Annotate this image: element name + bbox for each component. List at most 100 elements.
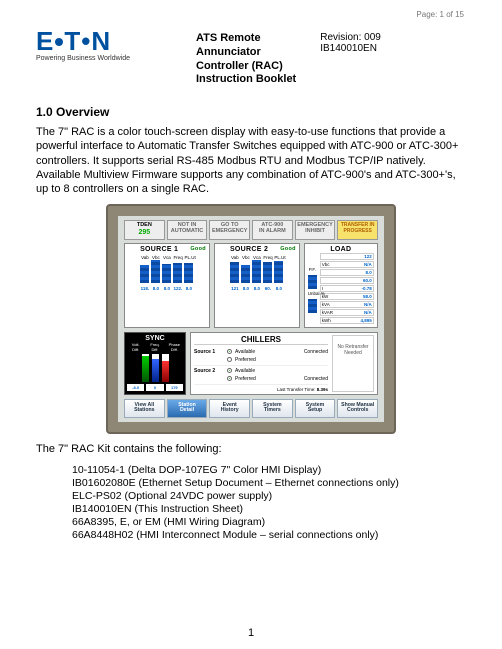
phasor-bar bbox=[274, 261, 283, 282]
phasor-col: Vbc8.0 bbox=[151, 255, 160, 283]
phasor-col: PL.Ut8.0 bbox=[274, 255, 283, 283]
phasor-bar bbox=[184, 263, 193, 283]
logo-post: T•N bbox=[64, 26, 111, 56]
hmi-top-buttons: TDEN 295 NOT INAUTOMATIC GO TOEMERGENCY … bbox=[124, 220, 378, 239]
load-stat-row: I-0.78 bbox=[320, 285, 374, 292]
load-bar bbox=[308, 275, 317, 288]
sync-bar bbox=[152, 354, 159, 382]
load-bar-label: Unbal.% bbox=[308, 291, 317, 296]
source-panels-row: SOURCE 1Good Vab118.Vbc8.0Vca8.0Freq122.… bbox=[124, 243, 378, 328]
source2-panel: SOURCE 2Good Vab121Vbc8.0Vca8.0Freq60.PL… bbox=[214, 243, 300, 328]
load-panel: LOAD P.F.Unbal.% 122VbcN/A8.060.0I-0.78k… bbox=[304, 243, 378, 328]
hmi-nav-button[interactable]: SystemTimers bbox=[252, 399, 293, 418]
source2-title: SOURCE 2 bbox=[230, 246, 268, 253]
sync-bar-fill bbox=[142, 356, 149, 381]
sync-col-labels: Volt.Diff.Freq.Diff.PhaseDiff. bbox=[127, 342, 183, 352]
sync-panel: SYNC Volt.Diff.Freq.Diff.PhaseDiff. -8.0… bbox=[124, 332, 186, 395]
chillers-panel: CHILLERS Source 1AvailableConnectedPrefe… bbox=[190, 332, 378, 395]
sync-value: -8.0 bbox=[127, 384, 144, 391]
hmi-nav-button[interactable]: StationDetail bbox=[167, 399, 208, 418]
logo-dot-icon bbox=[55, 38, 63, 46]
kit-list: 10-11054-1 (Delta DOP-107EG 7" Color HMI… bbox=[72, 464, 466, 541]
phasor-value: 8.0 bbox=[272, 286, 285, 291]
hmi-nav-button[interactable]: EventHistory bbox=[209, 399, 250, 418]
doc-title: ATS Remote Annunciator Controller (RAC) … bbox=[196, 32, 296, 87]
load-stat-row: 122 bbox=[320, 253, 374, 260]
not-automatic-button[interactable]: NOT INAUTOMATIC bbox=[167, 220, 208, 239]
doc-number: IB140010EN bbox=[320, 43, 377, 54]
logo-pre: E bbox=[36, 26, 54, 56]
kit-list-item: ELC-PS02 (Optional 24VDC power supply) bbox=[72, 490, 466, 502]
phasor-bar bbox=[263, 262, 272, 282]
load-stats: 122VbcN/A8.060.0I-0.78kW58.0kVAN/AkVARN/… bbox=[320, 253, 374, 325]
hmi-frame: TDEN 295 NOT INAUTOMATIC GO TOEMERGENCY … bbox=[106, 204, 396, 434]
kit-list-item: 66A8395, E, or EM (HMI Wiring Diagram) bbox=[72, 516, 466, 528]
sync-bars bbox=[127, 354, 183, 382]
hmi-nav-button[interactable]: Show ManualControls bbox=[337, 399, 378, 418]
phasor-bar bbox=[230, 262, 239, 282]
load-bars: P.F. Unbal.% bbox=[308, 255, 317, 325]
sync-value: 0 bbox=[146, 384, 163, 391]
phasor-col: Vca8.0 bbox=[252, 255, 261, 283]
doc-title-l4: Instruction Booklet bbox=[196, 73, 296, 85]
tden-label: TDEN bbox=[137, 222, 152, 228]
phasor-label: Vab bbox=[140, 255, 149, 260]
tden-button[interactable]: TDEN 295 bbox=[124, 220, 165, 239]
kit-list-item: 66A8448H02 (HMI Interconnect Module – se… bbox=[72, 529, 466, 541]
load-bar-label: P.F. bbox=[308, 267, 317, 272]
page-tag: Page: 1 of 15 bbox=[416, 10, 464, 19]
load-bar-col: P.F. bbox=[308, 267, 317, 289]
kit-list-item: 10-11054-1 (Delta DOP-107EG 7" Color HMI… bbox=[72, 464, 466, 476]
tden-value: 295 bbox=[126, 229, 163, 236]
phasor-col: Freq60. bbox=[263, 255, 272, 283]
phasor-col: Vab121 bbox=[230, 255, 239, 283]
sync-value: 179 bbox=[166, 384, 183, 391]
last-transfer: Last Transfer Time: 8.39s bbox=[194, 387, 328, 392]
chillers-rows: Source 1AvailableConnectedPreferredSourc… bbox=[194, 347, 328, 385]
header: ET•N Powering Business Worldwide ATS Rem… bbox=[36, 30, 466, 87]
phasor-bar bbox=[241, 265, 250, 283]
hmi-nav-button[interactable]: View AllStations bbox=[124, 399, 165, 418]
overview-paragraph: The 7" RAC is a color touch-screen displ… bbox=[36, 125, 466, 196]
phasor-label: Vbc bbox=[151, 255, 160, 260]
sync-bar bbox=[142, 354, 149, 382]
phasor-label: Vca bbox=[162, 255, 171, 260]
source1-bars: Vab118.Vbc8.0Vca8.0Freq122.PL.Ut8.0 bbox=[128, 255, 206, 283]
revision-label: Revision: 009 bbox=[320, 32, 381, 43]
sync-bar-fill bbox=[152, 359, 159, 382]
phasor-label: Vbc bbox=[241, 255, 250, 260]
phasor-bar bbox=[151, 260, 160, 282]
hmi-screen: TDEN 295 NOT INAUTOMATIC GO TOEMERGENCY … bbox=[118, 216, 384, 422]
hmi-nav-button[interactable]: SystemSetup bbox=[295, 399, 336, 418]
footer-page-number: 1 bbox=[0, 627, 502, 639]
source2-status: Good bbox=[280, 246, 296, 252]
eaton-logo: ET•N bbox=[36, 30, 196, 53]
chiller-source-row: Source 2AvailablePreferredConnected bbox=[194, 366, 328, 385]
eaton-tagline: Powering Business Worldwide bbox=[36, 55, 196, 62]
sync-values-row: -8.00179 bbox=[127, 384, 183, 391]
load-stat-row: kW58.0 bbox=[320, 293, 374, 300]
phasor-label: Freq bbox=[263, 255, 272, 260]
doc-title-l2: Annunciator bbox=[196, 46, 261, 58]
alarm-button[interactable]: ATC-900IN ALARM bbox=[252, 220, 293, 239]
source2-bars: Vab121Vbc8.0Vca8.0Freq60.PL.Ut8.0 bbox=[218, 255, 296, 283]
phasor-label: Freq bbox=[173, 255, 182, 260]
kit-intro: The 7" RAC Kit contains the following: bbox=[36, 442, 466, 456]
kit-list-item: IB140010EN (This Instruction Sheet) bbox=[72, 503, 466, 515]
transfer-indicator: TRANSFER INPROGRESS bbox=[337, 220, 378, 239]
source1-panel: SOURCE 1Good Vab118.Vbc8.0Vca8.0Freq122.… bbox=[124, 243, 210, 328]
load-stat-row: kVARN/A bbox=[320, 309, 374, 316]
inhibit-button[interactable]: EMERGENCYINHIBIT bbox=[295, 220, 336, 239]
phasor-col: Vca8.0 bbox=[162, 255, 171, 283]
doc-title-l3: Controller (RAC) bbox=[196, 60, 283, 72]
sync-col-label: Freq.Diff. bbox=[146, 342, 163, 352]
sync-chillers-row: SYNC Volt.Diff.Freq.Diff.PhaseDiff. -8.0… bbox=[124, 332, 378, 395]
source1-status: Good bbox=[190, 246, 206, 252]
no-retransfer-box: No RetransferNeeded bbox=[332, 335, 374, 392]
section-heading: 1.0 Overview bbox=[36, 105, 466, 119]
go-emergency-button[interactable]: GO TOEMERGENCY bbox=[209, 220, 250, 239]
doc-revision-block: Revision: 009 IB140010EN bbox=[320, 32, 381, 87]
phasor-value: 8.0 bbox=[182, 286, 195, 291]
phasor-col: Freq122. bbox=[173, 255, 182, 283]
load-stat-row: 8.0 bbox=[320, 269, 374, 276]
